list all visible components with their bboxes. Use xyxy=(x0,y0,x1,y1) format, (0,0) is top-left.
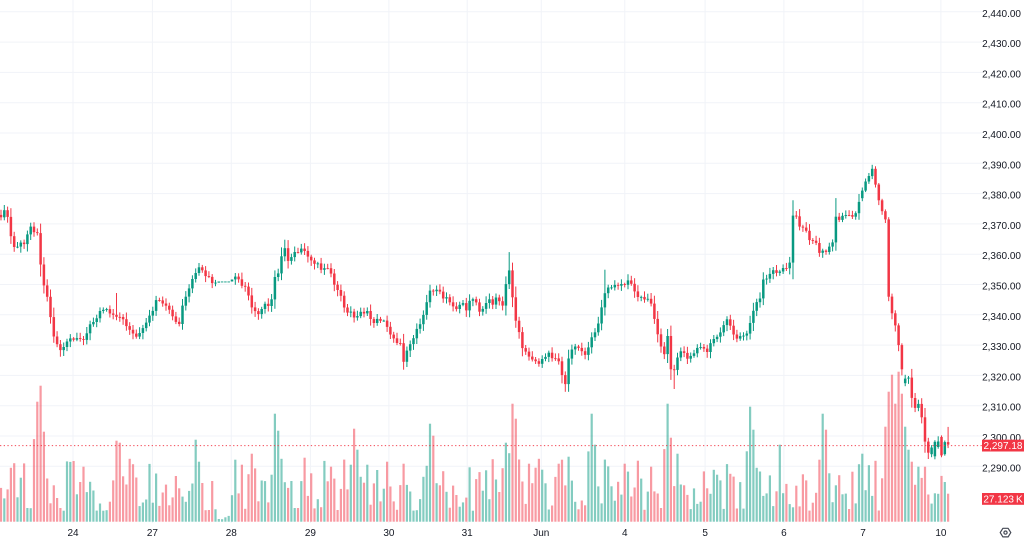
svg-text:2,297.18: 2,297.18 xyxy=(984,441,1023,452)
svg-text:31: 31 xyxy=(462,528,474,538)
svg-text:2,400.00: 2,400.00 xyxy=(982,130,1021,141)
svg-text:2,440.00: 2,440.00 xyxy=(982,9,1021,20)
svg-text:2,350.00: 2,350.00 xyxy=(982,282,1021,293)
svg-text:5: 5 xyxy=(702,528,708,538)
svg-text:10: 10 xyxy=(935,528,947,538)
svg-text:4: 4 xyxy=(622,528,628,538)
svg-text:2,340.00: 2,340.00 xyxy=(982,312,1021,323)
svg-text:29: 29 xyxy=(305,528,317,538)
svg-text:28: 28 xyxy=(226,528,238,538)
svg-text:2,290.00: 2,290.00 xyxy=(982,463,1021,474)
svg-text:2,380.00: 2,380.00 xyxy=(982,191,1021,202)
svg-text:2,420.00: 2,420.00 xyxy=(982,69,1021,80)
svg-text:27.123 K: 27.123 K xyxy=(983,495,1023,506)
svg-text:6: 6 xyxy=(781,528,787,538)
svg-text:30: 30 xyxy=(383,528,395,538)
svg-text:27: 27 xyxy=(147,528,159,538)
svg-text:2,410.00: 2,410.00 xyxy=(982,100,1021,111)
svg-text:2,430.00: 2,430.00 xyxy=(982,39,1021,50)
svg-text:2,360.00: 2,360.00 xyxy=(982,251,1021,262)
svg-text:2,310.00: 2,310.00 xyxy=(982,403,1021,414)
svg-text:2,370.00: 2,370.00 xyxy=(982,221,1021,232)
svg-text:7: 7 xyxy=(860,528,866,538)
svg-text:2,390.00: 2,390.00 xyxy=(982,160,1021,171)
svg-text:2,300.00: 2,300.00 xyxy=(982,433,1021,444)
svg-text:Jun: Jun xyxy=(533,528,549,538)
svg-text:2,330.00: 2,330.00 xyxy=(982,342,1021,353)
svg-text:24: 24 xyxy=(67,528,79,538)
svg-text:2,320.00: 2,320.00 xyxy=(982,372,1021,383)
